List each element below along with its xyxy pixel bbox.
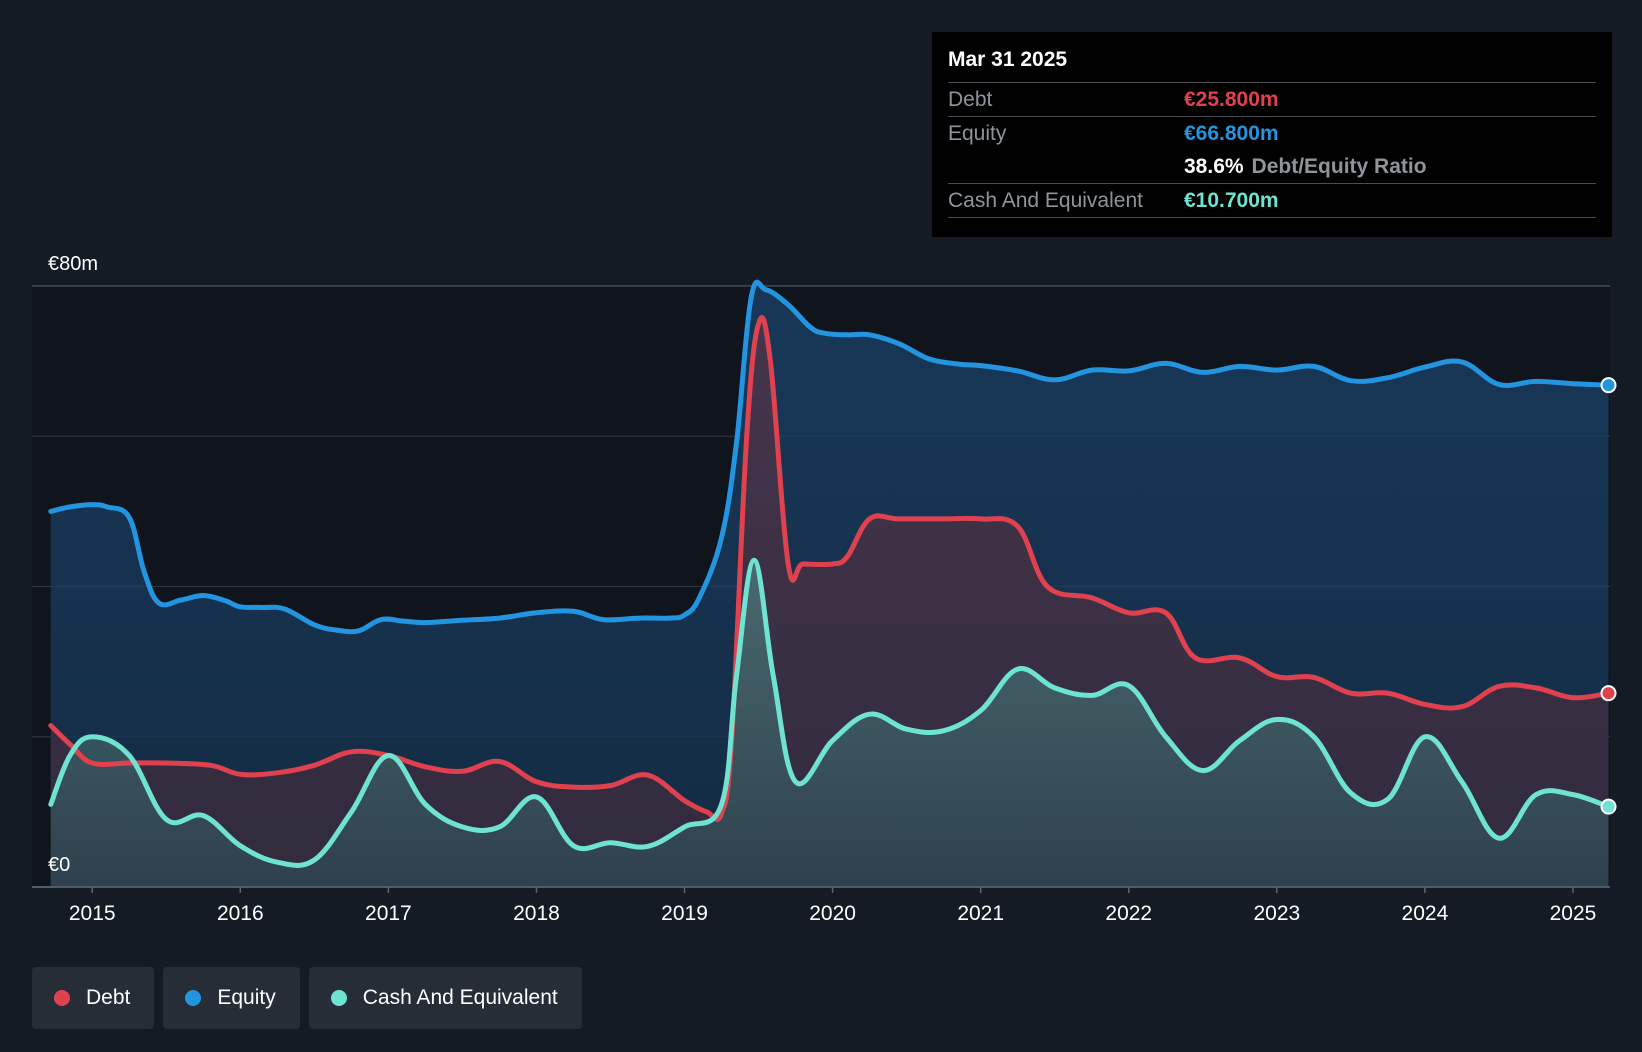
legend-label-equity: Equity bbox=[217, 986, 276, 1009]
x-tick-label: 2021 bbox=[957, 902, 1004, 925]
tooltip-row-debt: Debt €25.800m bbox=[948, 82, 1596, 116]
x-tick-label: 2017 bbox=[365, 902, 412, 925]
series-lines bbox=[48, 279, 1611, 868]
tooltip-row-equity: Equity €66.800m bbox=[948, 116, 1596, 150]
tooltip-equity-value: €66.800m bbox=[1184, 121, 1279, 145]
line-debt bbox=[48, 315, 1611, 822]
tooltip-row-cash: Cash And Equivalent €10.700m bbox=[948, 183, 1596, 218]
tooltip-equity-label: Equity bbox=[948, 121, 1007, 145]
legend-item-debt[interactable]: Debt bbox=[32, 967, 155, 1029]
series-areas bbox=[50, 282, 1609, 888]
end-marker-equity[interactable] bbox=[1600, 377, 1617, 394]
x-tick-label: 2023 bbox=[1253, 902, 1300, 925]
legend-item-equity[interactable]: Equity bbox=[163, 967, 300, 1029]
legend-item-cash[interactable]: Cash And Equivalent bbox=[308, 967, 582, 1029]
area-cash-and-equivalent bbox=[50, 560, 1609, 887]
area-debt bbox=[50, 317, 1609, 887]
tooltip-ratio-label: Debt/Equity Ratio bbox=[1251, 154, 1427, 178]
end-marker-debt[interactable] bbox=[1600, 685, 1617, 702]
tooltip-ratio-value: 38.6% bbox=[1184, 154, 1244, 178]
chart-legend: Debt Equity Cash And Equivalent bbox=[32, 967, 582, 1029]
tooltip-date: Mar 31 2025 bbox=[948, 48, 1068, 71]
y-axis-labels: €0 €80m bbox=[48, 253, 98, 876]
line-equity bbox=[48, 279, 1611, 635]
x-tick-label: 2016 bbox=[217, 902, 264, 925]
tooltip-cash-value: €10.700m bbox=[1184, 188, 1279, 212]
series-end-markers bbox=[1600, 377, 1617, 815]
x-tick-label: 2022 bbox=[1105, 902, 1152, 925]
legend-dot-debt bbox=[54, 990, 70, 1006]
legend-label-debt: Debt bbox=[86, 986, 131, 1009]
x-tick-label: 2018 bbox=[513, 902, 560, 925]
y-label-zero: €0 bbox=[48, 854, 70, 876]
y-label-max: €80m bbox=[48, 253, 98, 275]
x-tick-label: 2015 bbox=[69, 902, 116, 925]
tooltip-cash-label: Cash And Equivalent bbox=[948, 188, 1143, 212]
x-tick-label: 2025 bbox=[1550, 902, 1597, 925]
x-tick-label: 2024 bbox=[1402, 902, 1449, 925]
x-axis: 2015 2016 2017 2018 2019 2020 2021 2022 2023 2024… bbox=[32, 886, 1610, 925]
tooltip-debt-label: Debt bbox=[948, 87, 993, 111]
x-tick-label: 2019 bbox=[661, 902, 708, 925]
legend-dot-equity bbox=[185, 990, 202, 1006]
tooltip-row-ratio: 38.6% Debt/Equity Ratio bbox=[948, 150, 1596, 183]
x-tick-label: 2020 bbox=[809, 902, 856, 925]
tooltip-panel: Mar 31 2025 Debt €25.800m Equity €66.800… bbox=[932, 32, 1612, 237]
legend-label-cash: Cash And Equivalent bbox=[362, 986, 558, 1009]
tooltip-debt-value: €25.800m bbox=[1184, 87, 1279, 111]
end-marker-cash-and-equivalent[interactable] bbox=[1600, 798, 1617, 815]
line-cash-and-equivalent bbox=[48, 557, 1611, 868]
legend-dot-cash bbox=[330, 990, 347, 1006]
